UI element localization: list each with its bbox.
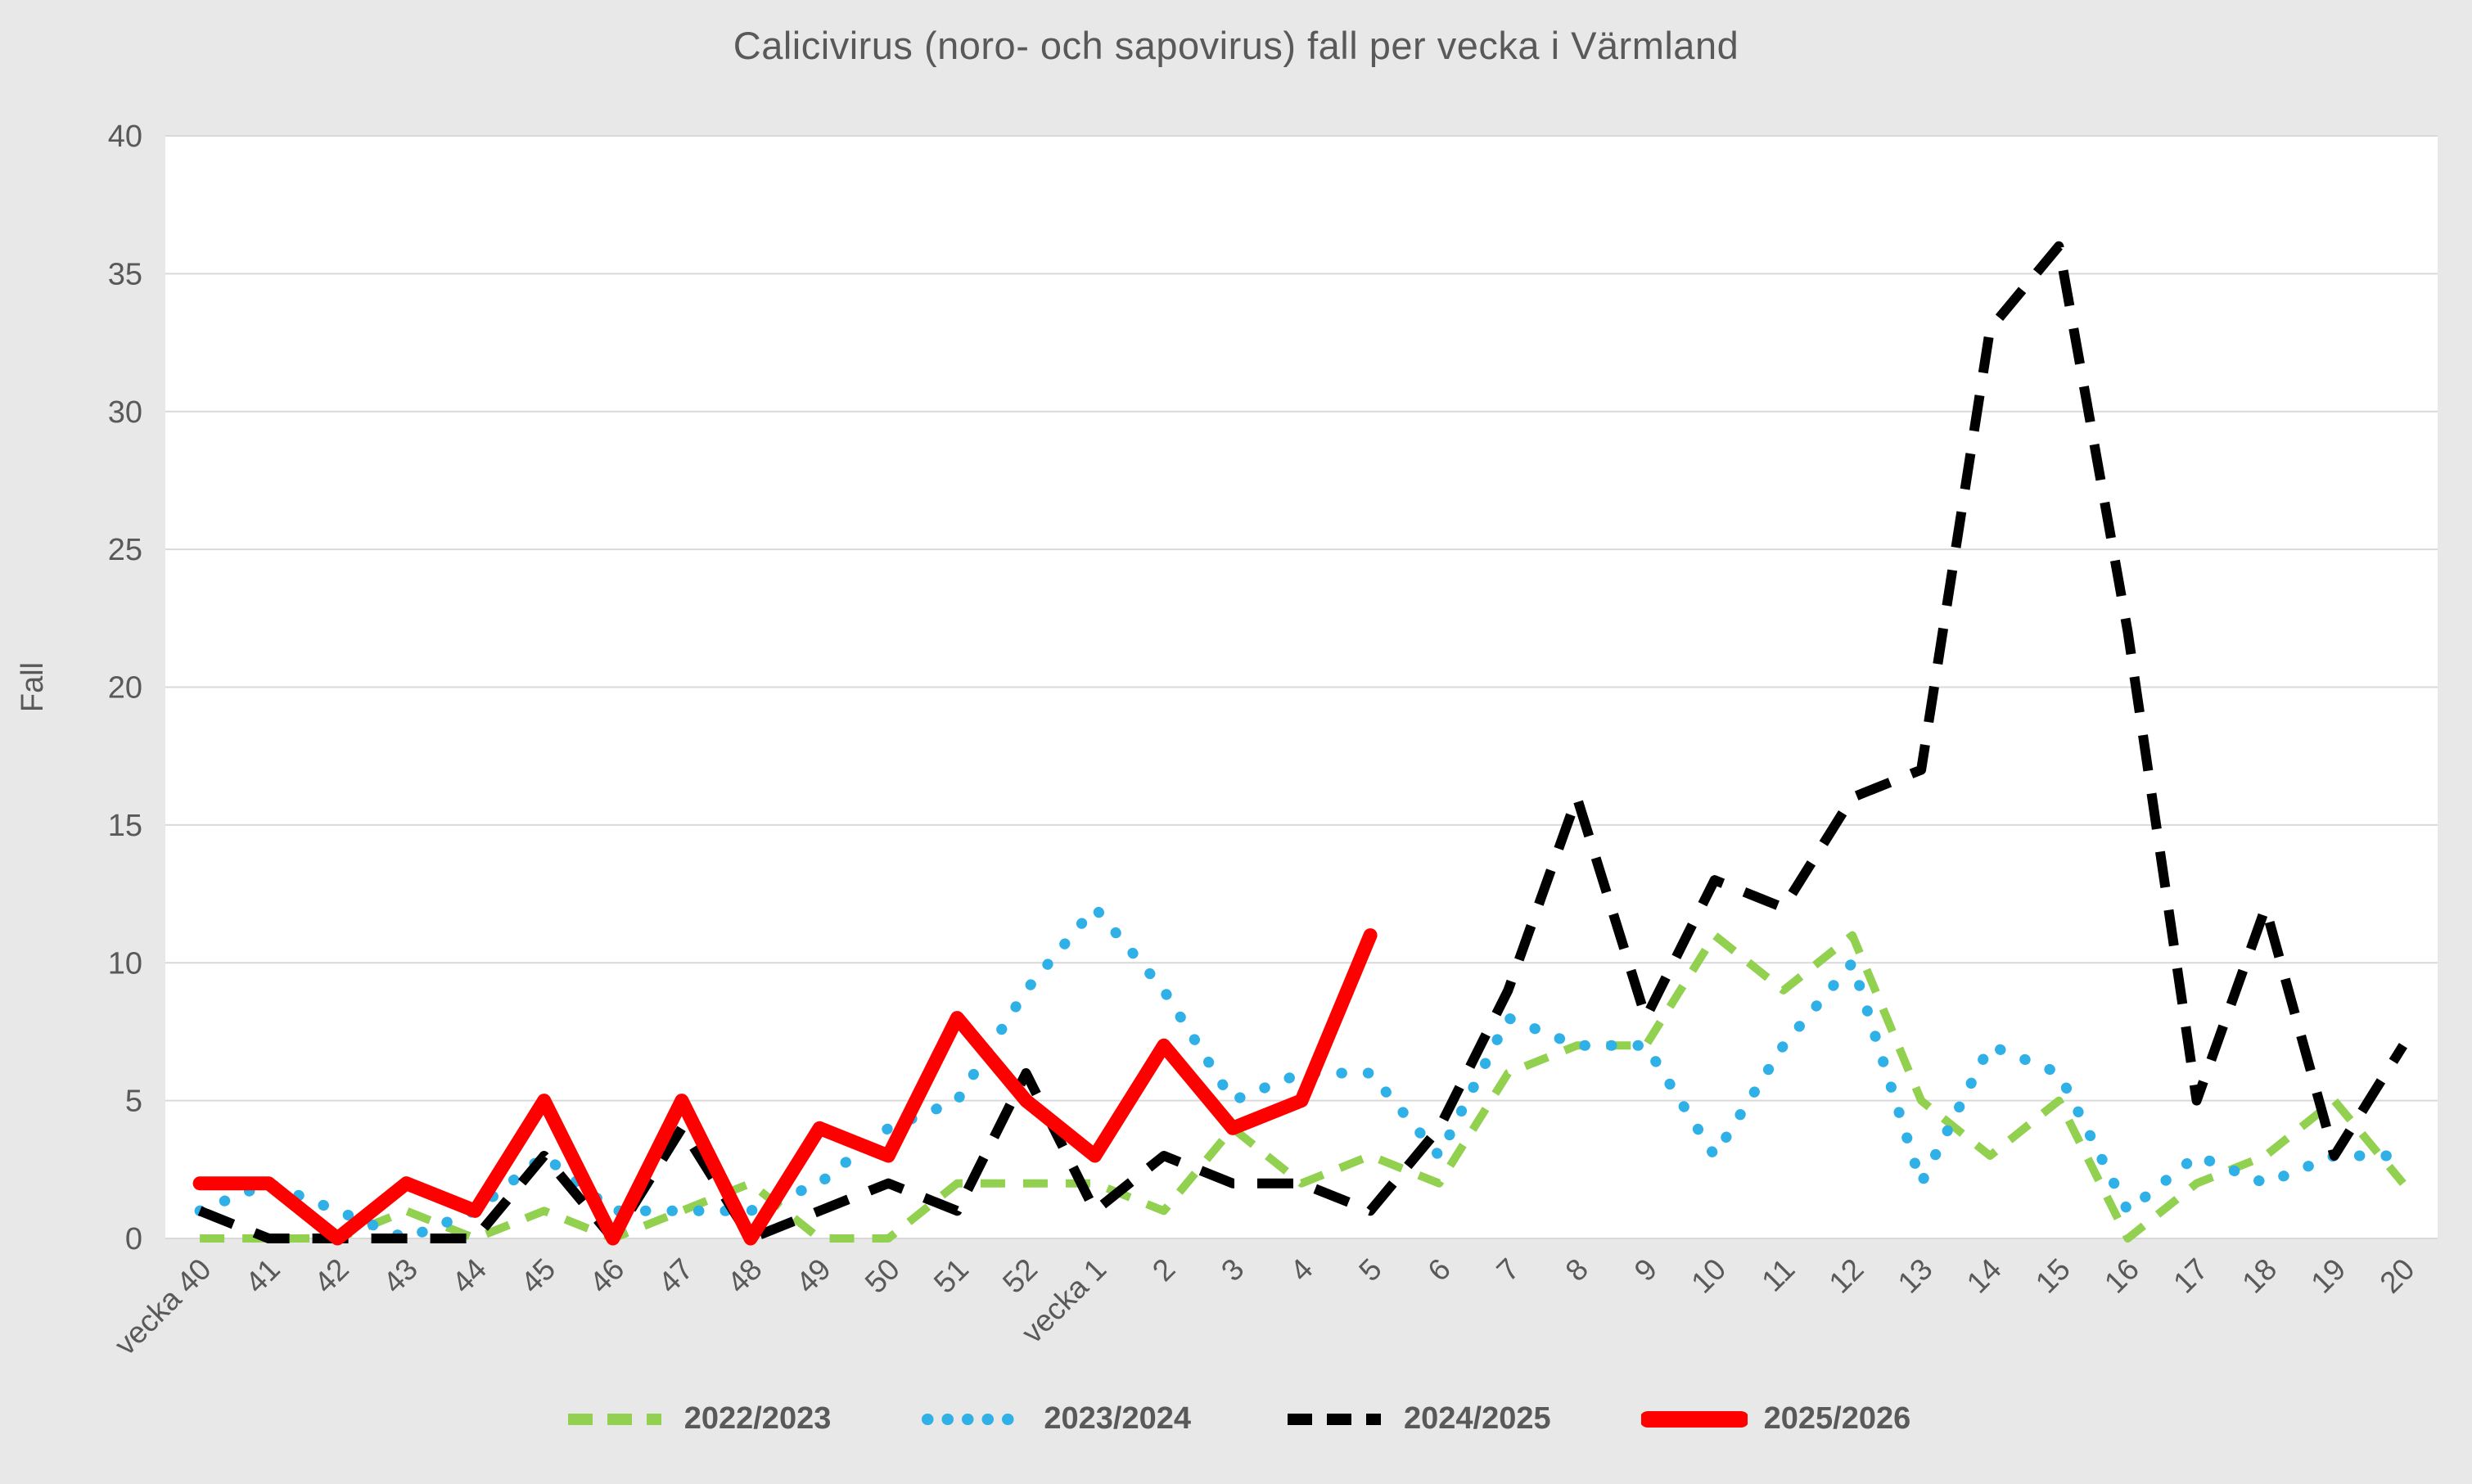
x-axis-label: 50 [859, 1252, 906, 1300]
x-axis-label: 48 [721, 1252, 769, 1300]
y-tick-label: 15 [108, 809, 142, 843]
x-axis-label: 16 [2098, 1252, 2145, 1300]
x-axis-label: 2 [1146, 1252, 1182, 1288]
legend-swatch [922, 1413, 1027, 1425]
legend-label: 2025/2026 [1763, 1401, 1911, 1436]
legend-item-2024-2025: 2024/2025 [1281, 1401, 1551, 1437]
x-axis-label: 52 [996, 1252, 1044, 1300]
y-tick-label: 10 [108, 946, 142, 981]
x-axis-label: 42 [308, 1252, 355, 1300]
x-axis-label: 49 [790, 1252, 837, 1300]
x-axis-label: 6 [1421, 1252, 1457, 1288]
x-axis-label: 19 [2304, 1252, 2352, 1300]
y-axis-title: Fall [16, 662, 50, 712]
x-axis-label: 12 [1823, 1252, 1870, 1300]
x-axis-label: 18 [2235, 1252, 2283, 1300]
series-line-2022-2023 [200, 931, 2407, 1243]
chart-title: Calicivirus (noro- och sapovirus) fall p… [733, 24, 1739, 67]
x-axis-label: 45 [514, 1252, 562, 1300]
x-axis-label: 47 [652, 1252, 699, 1300]
x-axis-label: 14 [1960, 1252, 2008, 1300]
y-tick-label: 0 [125, 1222, 142, 1256]
x-axis-label: 51 [927, 1252, 975, 1300]
x-axis-label: 20 [2374, 1252, 2421, 1300]
x-axis-label: 44 [445, 1252, 493, 1300]
legend-swatch [1288, 1413, 1381, 1425]
legend-label: 2023/2024 [1044, 1401, 1191, 1436]
x-axis-label: 9 [1628, 1252, 1664, 1288]
y-tick-label: 40 [108, 120, 142, 154]
legend-swatch [567, 1413, 661, 1425]
x-axis-label: 10 [1685, 1252, 1732, 1300]
series-line-2024-2025 [197, 241, 2407, 1243]
legend-item-2025-2026: 2025/2026 [1640, 1401, 1911, 1437]
y-tick-label: 30 [108, 395, 142, 430]
x-axis-label: 15 [2029, 1252, 2077, 1300]
x-axis-label: 13 [1892, 1252, 1939, 1300]
y-tick-label: 35 [108, 257, 142, 291]
x-axis-label: 8 [1559, 1252, 1595, 1288]
y-tick-label: 5 [125, 1085, 142, 1119]
x-axis-label: 17 [2167, 1252, 2214, 1300]
series-line-2025-2026 [192, 928, 1378, 1246]
x-axis-label: 46 [583, 1252, 630, 1300]
legend-label: 2024/2025 [1404, 1401, 1551, 1436]
x-axis-label: 5 [1352, 1252, 1388, 1288]
x-axis-label: 7 [1490, 1252, 1526, 1288]
x-axis-label: 43 [377, 1252, 424, 1300]
legend: 2022/2023 2023/2024 2024/2025 2025/2026 [0, 1401, 2472, 1437]
x-axis-label: 4 [1283, 1252, 1319, 1288]
legend-swatch [1640, 1410, 1748, 1428]
x-axis-label: 11 [1755, 1252, 1801, 1298]
y-tick-label: 25 [108, 533, 142, 567]
y-tick-label: 20 [108, 671, 142, 706]
legend-item-2022-2023: 2022/2023 [562, 1401, 832, 1437]
x-axis-label: 3 [1215, 1252, 1251, 1288]
legend-label: 2022/2023 [683, 1401, 832, 1436]
legend-item-2023-2024: 2023/2024 [921, 1401, 1191, 1437]
x-axis-label: vecka 40 [108, 1252, 218, 1362]
x-axis-label: 41 [239, 1252, 286, 1300]
